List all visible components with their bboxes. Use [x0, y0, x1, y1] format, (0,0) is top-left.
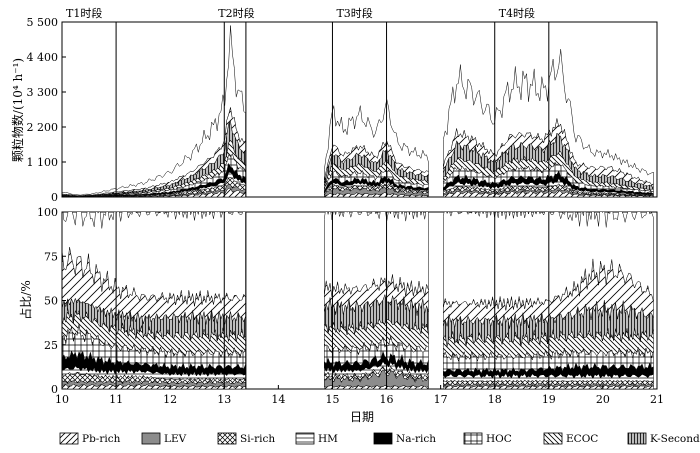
area-ec-seg2 [324, 212, 429, 297]
top-ytick-label: 0 [51, 191, 58, 204]
bottom-y-axis-title: 占比/% [18, 280, 33, 319]
legend-item-pb-rich: Pb-rich [59, 432, 121, 445]
legend-item-ecoc: ECOC [543, 432, 598, 445]
top-y-axis-ticks: 0 1 100 2 200 3 300 4 400 5 500 [27, 16, 66, 204]
period-label-4: T4时段 [499, 6, 535, 20]
bottom-area-layers [62, 212, 654, 389]
period-label-3: T3时段 [336, 6, 372, 20]
xtick-label: 14 [271, 393, 285, 406]
top-ytick-label: 5 500 [27, 16, 59, 29]
xtick-label: 18 [488, 393, 502, 406]
xtick-label: 16 [380, 393, 394, 406]
top-ytick-label: 3 300 [27, 86, 59, 99]
xtick-label: 13 [217, 393, 231, 406]
top-period-lines [61, 22, 550, 197]
xtick-label: 19 [542, 393, 556, 406]
legend-item-lev: LEV [141, 432, 187, 445]
legend-swatch-si-rich [217, 432, 237, 445]
legend-label-pb-rich: Pb-rich [82, 433, 121, 445]
legend-label-hoc: HOC [486, 433, 512, 445]
xtick-label: 10 [55, 393, 69, 406]
legend-swatch-hoc [463, 432, 483, 445]
legend-swatch-pb-rich [59, 432, 79, 445]
xtick-label: 17 [434, 393, 448, 406]
top-ytick-label: 1 100 [27, 156, 59, 169]
legend-label-hm: HM [318, 433, 338, 445]
legend-swatch-hm [295, 432, 315, 445]
legend-item-k-secondary: K-Secondary [627, 432, 700, 445]
legend-label-si-rich: Si-rich [240, 433, 275, 445]
legend-item-si-rich: Si-rich [217, 432, 275, 445]
legend-label-lev: LEV [164, 433, 187, 445]
bottom-ytick-label: 75 [44, 250, 58, 263]
legend-swatch-lev [141, 432, 161, 445]
x-axis-title: 日期 [350, 410, 374, 424]
legend-label-ecoc: ECOC [566, 433, 598, 445]
legend-swatch-na-rich [373, 432, 393, 445]
bottom-ytick-label: 25 [44, 339, 58, 352]
legend: Pb-rich LEV Si-rich HM Na-rich HOC ECOC K-Secon… [59, 432, 700, 445]
bottom-y-axis-ticks: 0 25 50 75 100 [37, 206, 66, 396]
top-ytick-label: 2 200 [27, 121, 59, 134]
period-label-2: T2时段 [218, 6, 254, 20]
legend-item-hoc: HOC [463, 432, 512, 445]
xtick-label: 20 [596, 393, 610, 406]
period-label-1: T1时段 [66, 6, 102, 20]
xtick-label: 12 [163, 393, 177, 406]
xtick-label: 15 [325, 393, 339, 406]
bottom-panel: 0 25 50 75 100 10 11 12 13 14 15 16 17 18 19 20 21 占比/%… [18, 206, 664, 424]
top-ytick-label: 4 400 [27, 51, 59, 64]
legend-swatch-ecoc [543, 432, 563, 445]
area-ec-seg2 [324, 99, 429, 181]
xtick-label: 11 [109, 393, 123, 406]
bottom-ytick-label: 100 [37, 206, 58, 219]
legend-item-hm: HM [295, 432, 338, 445]
xtick-label: 21 [650, 393, 664, 406]
legend-label-k-secondary: K-Secondary [650, 433, 700, 445]
bottom-ytick-label: 0 [51, 383, 58, 396]
top-y-axis-title: 颗粒物数/(10⁴ h⁻¹) [10, 58, 25, 162]
legend-label-na-rich: Na-rich [396, 433, 436, 445]
x-axis-ticks: 10 11 12 13 14 15 16 17 18 19 20 21 [55, 385, 664, 406]
bottom-ytick-label: 50 [44, 295, 58, 308]
legend-item-na-rich: Na-rich [373, 432, 436, 445]
period-labels: T1时段 T2时段 T3时段 T4时段 [66, 6, 535, 20]
legend-swatch-k-secondary [627, 432, 647, 445]
